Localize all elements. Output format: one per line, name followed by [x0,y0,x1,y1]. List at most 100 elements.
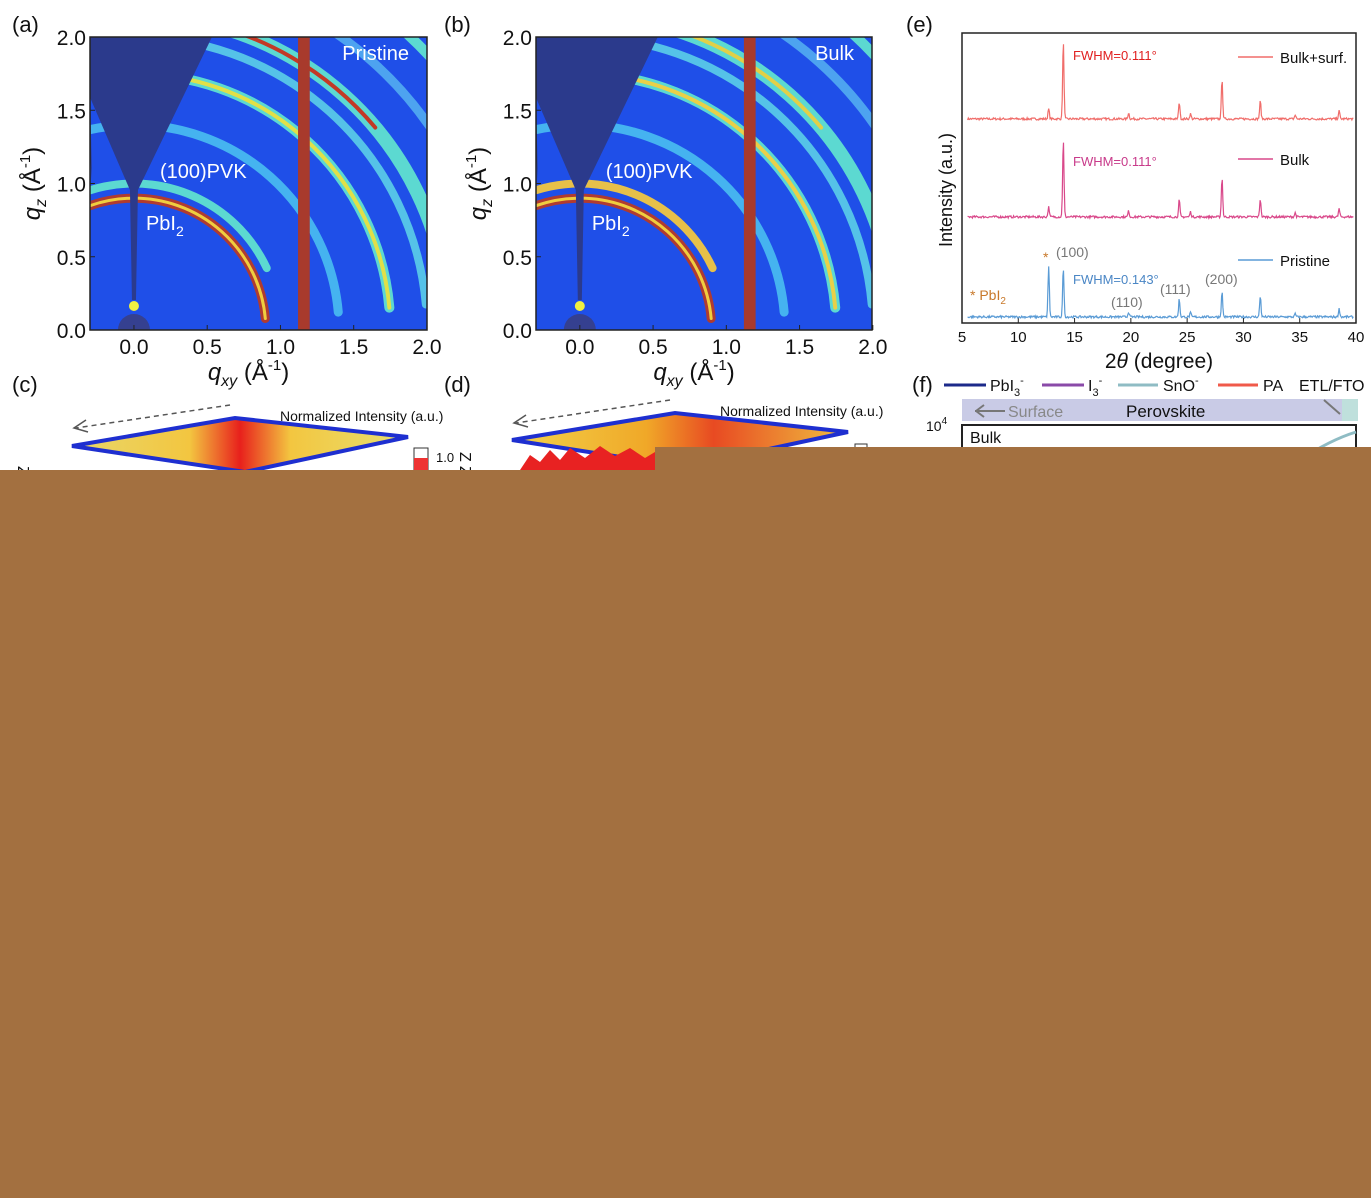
tick-part: 10 [926,418,942,434]
tick-label: 0.0 [119,336,148,359]
note-part: 2 [1000,296,1006,307]
label-part: ) [465,147,492,155]
arrow [1323,399,1341,415]
label-part: q [208,359,222,386]
panel-label: (f) [912,372,933,397]
tick-label: 104 [926,416,948,434]
axis-label-part: (degree) [1128,350,1213,373]
surface-noise [520,446,655,470]
panel-label: (e) [906,12,933,37]
panel-label: (d) [444,372,471,397]
label-part: z [33,199,50,208]
tick-label: 1.0 [503,174,532,197]
label-part: z [479,199,496,208]
tick-label: 25 [1179,329,1196,346]
tick-label: 30 [1235,329,1252,346]
label-part: ) [281,359,289,386]
label-part: ) [19,147,46,155]
marker-star: * [1043,249,1049,265]
tick-label: 1.5 [339,336,368,359]
beam-spot [128,301,139,311]
tick-label: 40 [1348,329,1365,346]
ring [228,37,427,236]
ring [90,179,271,273]
label-part: xy [666,373,684,390]
annotation: (100)PVK [606,161,693,183]
legend-label: Bulk [1280,152,1310,169]
legend-part: I [1088,378,1092,395]
tick-label: 0.0 [57,320,86,343]
label-part: (Å [464,168,492,199]
axis-label: qz (Å-1) [463,147,496,220]
fwhm-label: FWHM=0.111° [1073,48,1157,63]
peak-label: (111) [1160,281,1191,297]
label-part: xy [220,373,238,390]
tick-label: 1.0 [712,336,741,359]
note-part: * PbI [970,287,1000,303]
arrow [515,399,671,424]
legend-label: PbI3- [990,375,1024,399]
peak-label: (110) [1111,294,1143,310]
surface [71,415,409,475]
ring [689,37,824,130]
tick-label: 0.5 [638,336,667,359]
sample-tag: Bulk [815,43,855,65]
axis-label: qxy (Å-1) [653,357,734,390]
tick-label: 0.0 [503,320,532,343]
xrd-curve [967,266,1354,320]
label-part: -1 [463,155,480,168]
tick-label: 2.0 [858,336,887,359]
tick-label: 0.5 [503,247,532,270]
axis-label: qxy (Å-1) [208,357,289,390]
label-part: (Å [683,358,714,386]
annotation-part: PbI [146,213,176,235]
tick-label: 1.5 [503,100,532,123]
label-part: (Å [237,358,268,386]
tick-part: 4 [942,416,948,427]
panel-label: (a) [12,12,39,37]
tick-label: 0.5 [193,336,222,359]
annotation: (100)PVK [160,161,247,183]
legend-label: Bulk+surf. [1280,50,1347,67]
tick-label: 2.0 [412,336,441,359]
region-bar [1342,399,1358,421]
legend-label: I3- [1088,375,1103,399]
xrd-curve [967,44,1354,122]
fwhm-label: FWHM=0.111° [1073,154,1157,169]
legend-part: - [1020,375,1024,387]
beamstop-shadow [536,37,658,300]
axis-label-part: θ [1117,350,1129,373]
axis-label-part: 2 [1105,350,1117,373]
axis-label: 2θ (degree) [1105,350,1213,373]
beam-stop [563,314,596,330]
arrowhead [512,414,529,428]
tick-label: 20 [1123,329,1140,346]
annotation-part: 2 [176,223,184,239]
tick-label: 1.0 [436,450,454,465]
xrd-curve [967,142,1354,220]
region-label: ETL/FTO [1299,378,1365,395]
region-label: Surface [1008,404,1063,421]
legend-label: Pristine [1280,253,1330,270]
tick-label: 5 [958,329,966,346]
label-part: q [19,206,46,220]
legend-label: PA [1263,378,1283,395]
peak-label: (200) [1205,271,1238,287]
label-part: -1 [268,357,281,374]
arrowhead [975,404,985,418]
legend-part: - [1195,375,1199,387]
arrowhead [72,419,89,433]
tick-label: 1.0 [57,174,86,197]
region-label: Bulk [970,430,1002,447]
ring [674,37,872,233]
ring [433,280,442,325]
region-label: Perovskite [1126,402,1205,421]
beam-spot [574,301,585,311]
beamstop-shadow [90,37,212,300]
detector-gap [298,37,310,330]
image [433,37,872,330]
legend-part: - [1099,375,1103,387]
